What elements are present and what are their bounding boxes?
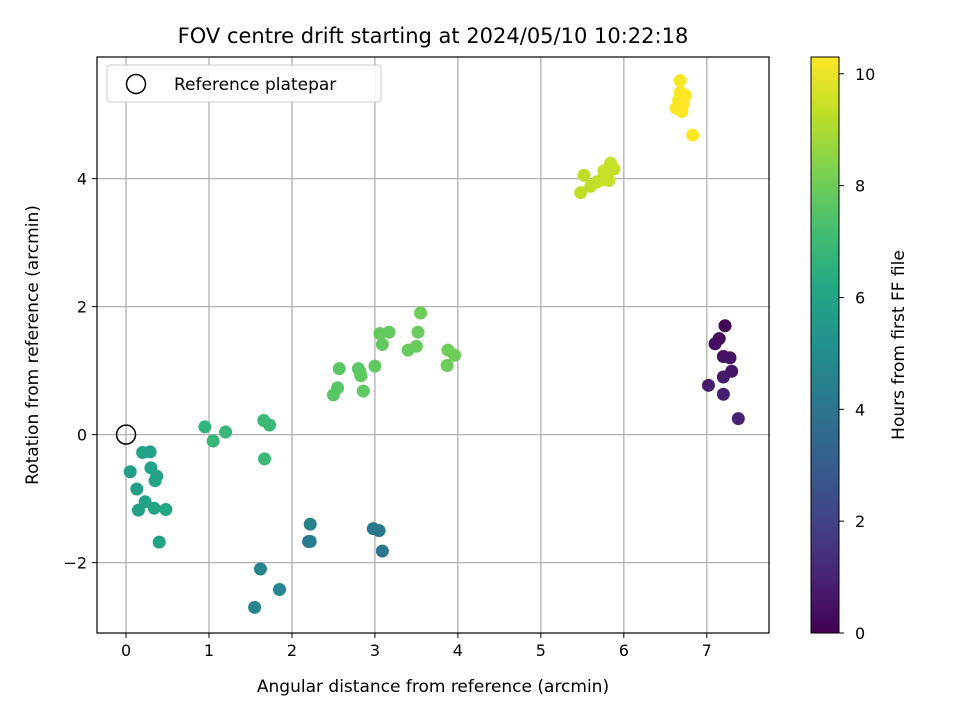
x-axis-ticks: 0 1 2 3 4 5 6 7: [121, 633, 712, 660]
x-tick-label: 2: [287, 641, 297, 660]
scatter-point: [356, 384, 370, 398]
scatter-point: [718, 319, 732, 333]
y-axis-label: Rotation from reference (arcmin): [23, 205, 43, 485]
grid-lines: [97, 57, 769, 633]
colorbar-tick-label: 6: [855, 288, 865, 307]
colorbar-tick-label: 0: [855, 624, 865, 643]
reference-platepar-marker: [115, 424, 137, 445]
scatter-point: [143, 445, 157, 459]
scatter-point: [303, 517, 317, 531]
scatter-point: [375, 337, 389, 351]
x-tick-label: 4: [453, 641, 463, 660]
scatter-point: [253, 562, 267, 576]
scatter-point: [152, 535, 166, 549]
scatter-point: [701, 378, 715, 392]
scatter-point: [159, 502, 173, 516]
y-tick-label: 0: [77, 426, 87, 445]
scatter-point: [673, 74, 687, 88]
scatter-point: [273, 582, 287, 596]
legend-box: [106, 64, 382, 103]
scatter-point: [354, 369, 368, 383]
scatter-point: [263, 418, 277, 432]
scatter-point: [716, 387, 730, 401]
legend-marker-reference: [125, 73, 147, 95]
scatter-point: [206, 434, 220, 448]
scatter-point: [219, 425, 233, 439]
scatter-point: [577, 168, 591, 182]
x-tick-label: 5: [536, 641, 546, 660]
scatter-point: [258, 452, 272, 466]
scatter-point: [130, 482, 144, 496]
scatter-point: [372, 524, 386, 538]
x-axis-label: Angular distance from reference (arcmin): [257, 677, 609, 697]
x-tick-label: 1: [204, 641, 214, 660]
scatter-point: [731, 412, 745, 426]
x-tick-label: 0: [121, 641, 131, 660]
scatter-point: [302, 534, 316, 548]
scatter-point: [123, 465, 137, 479]
scatter-point: [716, 370, 730, 384]
chart-title: FOV centre drift starting at 2024/05/10 …: [178, 24, 689, 48]
scatter-point: [198, 420, 212, 434]
scatter-point: [382, 325, 396, 339]
scatter-point: [723, 351, 737, 365]
x-tick-label: 7: [702, 641, 712, 660]
colorbar-tick-label: 10: [855, 65, 875, 84]
scatter-point: [411, 325, 425, 339]
colorbar: 0 2 4 6 8 10 Hours from first FF file: [810, 56, 909, 643]
scatter-point: [678, 88, 692, 102]
y-tick-label: −2: [63, 554, 87, 573]
x-tick-label: 6: [619, 641, 629, 660]
scatter-point: [440, 358, 454, 372]
y-axis-ticks: −2 0 2 4: [63, 170, 97, 573]
y-tick-label: 4: [77, 170, 87, 189]
data-points: [115, 74, 745, 614]
scatter-point: [708, 337, 722, 351]
colorbar-label: Hours from first FF file: [889, 250, 909, 440]
x-tick-label: 3: [370, 641, 380, 660]
scatter-point: [138, 495, 152, 509]
y-tick-label: 2: [77, 298, 87, 317]
colorbar-tick-label: 8: [855, 177, 865, 196]
scatter-point: [607, 162, 621, 176]
scatter-point: [375, 544, 389, 558]
scatter-point: [602, 174, 616, 188]
scatter-point: [414, 306, 428, 320]
legend: Reference platepar: [106, 64, 382, 103]
colorbar-tick-label: 4: [855, 400, 865, 419]
scatter-point: [332, 362, 346, 376]
scatter-point: [409, 339, 423, 353]
colorbar-tick-label: 2: [855, 512, 865, 531]
colorbar-ticks: 0 2 4 6 8 10: [839, 65, 875, 643]
scatter-point: [150, 469, 164, 483]
colorbar-gradient: [810, 56, 840, 634]
legend-label-reference: Reference platepar: [174, 75, 336, 95]
scatter-point: [331, 381, 345, 395]
scatter-point: [368, 359, 382, 373]
scatter-point: [686, 128, 700, 142]
plot-area-frame: [96, 56, 770, 634]
scatter-point: [248, 600, 262, 614]
scatter-point: [147, 501, 161, 515]
scatter-point: [448, 348, 462, 362]
scatter-point: [574, 186, 588, 200]
